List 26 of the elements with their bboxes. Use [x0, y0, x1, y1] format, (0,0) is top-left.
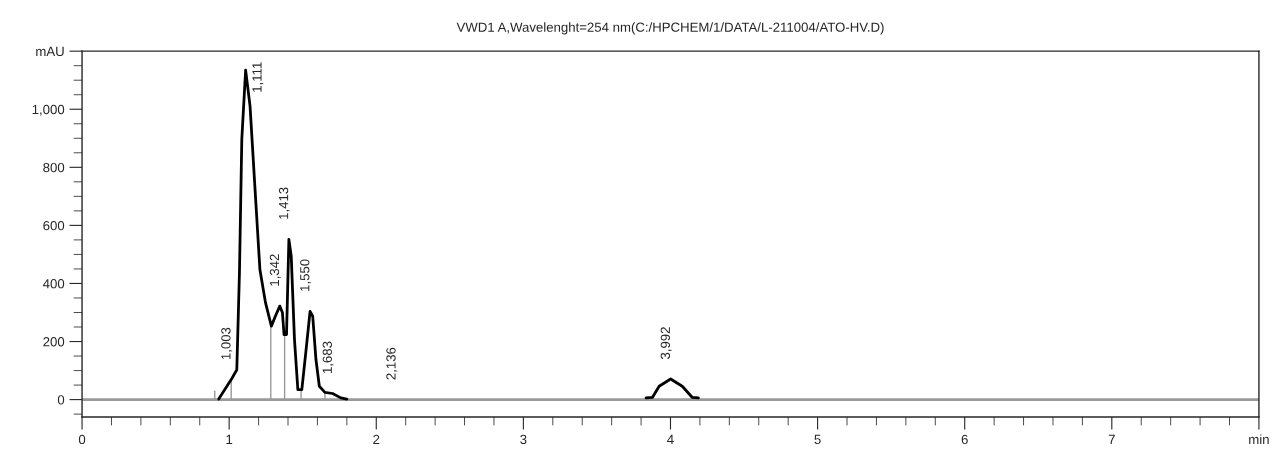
y-tick-label: mAU	[36, 46, 64, 57]
annotation: 1,111	[252, 62, 264, 92]
annotation: 2,136	[386, 347, 398, 380]
y-tick-label: 600	[43, 220, 65, 231]
line-series	[644, 377, 700, 400]
y-tick-label: 0	[57, 395, 65, 405]
chart-title: VWD1 A,Wavelenght=254 nm(C:/HPCHEM/1/DATA/L-211004/ATO-HV.D)	[456, 22, 884, 35]
x-tick-label: 1	[226, 434, 233, 444]
x-tick-label: 7	[1108, 434, 1115, 444]
annotation: 1,413	[278, 187, 290, 219]
y-tick-label: 200	[43, 337, 65, 347]
annotation: 3,992	[660, 327, 672, 360]
y-tick-label: 400	[42, 279, 65, 289]
x-tick-label: 0	[78, 434, 86, 445]
x-tick-label: 4	[667, 434, 674, 444]
annotation: 1,342	[269, 254, 281, 286]
x-tick-label: 2	[373, 434, 380, 444]
y-tick-label: 1,000	[32, 104, 65, 116]
annotation: 1,550	[300, 259, 311, 291]
x-tick-label: 3	[520, 434, 527, 445]
x-tick-label: min	[1249, 434, 1269, 444]
annotation: 1,683	[322, 341, 334, 374]
x-tick-label: 6	[961, 434, 968, 445]
y-tick-label: 800	[43, 162, 65, 173]
annotation: 1,003	[221, 327, 233, 360]
x-tick-label: 5	[814, 434, 821, 445]
